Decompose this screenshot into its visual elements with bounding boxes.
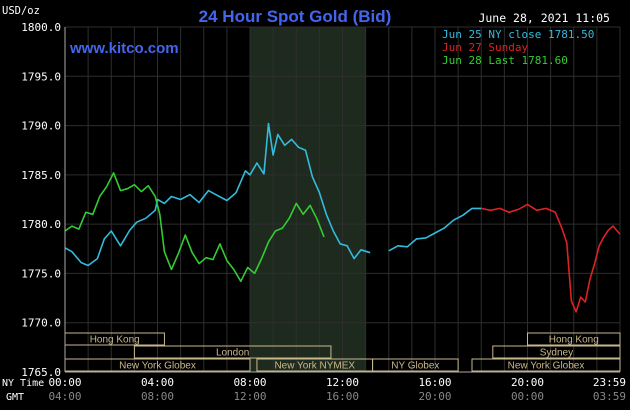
x-tick-label-ny: 20:00	[511, 376, 544, 389]
session-box	[372, 358, 459, 372]
x-row-label-gmt: GMT	[6, 392, 24, 403]
x-tick-label-ny: 08:00	[233, 376, 266, 389]
session-label: NY Globex	[391, 361, 439, 372]
session-label: London	[216, 348, 249, 359]
x-tick-label-gmt: 00:00	[511, 390, 544, 403]
session-box	[133, 345, 332, 359]
x-tick-label-ny: 00:00	[48, 376, 81, 389]
session-label: Sydney	[540, 348, 573, 359]
series-lines	[64, 122, 621, 313]
x-tick-label-ny: 23:59	[593, 376, 626, 389]
x-tick-label-ny: 12:00	[326, 376, 359, 389]
y-unit-label: USD/oz	[2, 5, 40, 17]
trading-sessions: Hong Kong London New York Globex New York N…	[64, 332, 621, 372]
y-tick-label: 1775.0	[21, 267, 61, 280]
y-tick-label: 1765.0	[21, 366, 61, 379]
x-tick-label-gmt: 12:00	[233, 390, 266, 403]
session-box	[492, 345, 621, 359]
x-tick-label-gmt: 04:00	[48, 390, 81, 403]
x-row-label-ny: NY Time	[2, 378, 44, 389]
x-tick-label-gmt: 08:00	[141, 390, 174, 403]
session-label: New York NYMEX	[274, 361, 355, 372]
timestamp: June 28, 2021 11:05	[478, 11, 610, 25]
legend-entry-jun25: Jun 25 NY close 1781.50	[442, 28, 594, 41]
session-label: Hong Kong	[90, 335, 140, 346]
y-tick-label: 1770.0	[21, 317, 61, 330]
x-tick-label-gmt: 20:00	[418, 390, 451, 403]
chart-title: 24 Hour Spot Gold (Bid)	[199, 7, 392, 26]
y-tick-label: 1790.0	[21, 120, 61, 133]
session-box	[527, 332, 621, 346]
brand-watermark: www.kitco.com	[69, 40, 179, 57]
series-line-jun25	[64, 122, 482, 267]
axes: 1800.0 1795.0 1790.0 1785.0 1780.0 1775.0 1770…	[2, 21, 626, 403]
series-line-jun28	[64, 172, 325, 283]
session-box	[471, 358, 621, 372]
legend-entry-jun28: Jun 28 Last 1781.60	[442, 54, 568, 67]
legend-entry-jun27: Jun 27 Sunday	[442, 41, 528, 54]
x-tick-label-gmt: 03:59	[593, 390, 626, 403]
nymex-shaded-region	[250, 27, 366, 372]
session-label: New York Globex	[119, 361, 196, 372]
session-label: New York Globex	[508, 361, 585, 372]
x-tick-label-ny: 04:00	[141, 376, 174, 389]
shaded-area	[250, 27, 366, 372]
session-label: Hong Kong	[549, 335, 599, 346]
y-tick-label: 1800.0	[21, 21, 61, 34]
y-tick-label: 1780.0	[21, 218, 61, 231]
x-tick-label-gmt: 16:00	[326, 390, 359, 403]
y-tick-label: 1795.0	[21, 70, 61, 83]
x-tick-label-ny: 16:00	[418, 376, 451, 389]
legend: Jun 25 NY close 1781.50 Jun 27 Sunday Ju…	[442, 28, 594, 67]
grid	[64, 26, 621, 373]
series-line-jun27	[481, 203, 621, 313]
y-tick-label: 1785.0	[21, 169, 61, 182]
